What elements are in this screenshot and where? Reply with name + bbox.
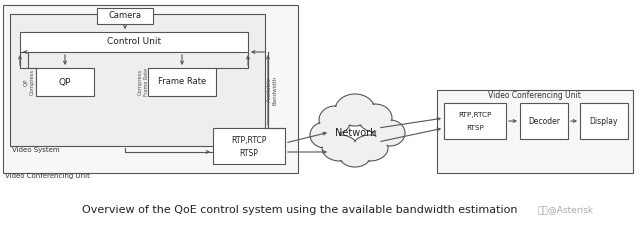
Ellipse shape [311,123,339,147]
Text: Available
Bandwidth: Available Bandwidth [267,75,277,105]
Text: Overview of the QoE control system using the available bandwidth estimation: Overview of the QoE control system using… [83,205,518,215]
Text: RTP,RTCP: RTP,RTCP [458,112,492,118]
Text: Video Conferencing Unit: Video Conferencing Unit [5,173,90,179]
Bar [20,32,248,52]
Text: RTSP: RTSP [466,125,484,131]
Text: Network: Network [335,128,376,138]
Text: QP: QP [59,77,71,87]
Bar [520,103,568,139]
Ellipse shape [340,144,370,166]
Ellipse shape [335,94,375,126]
Bar [36,68,94,96]
Text: Frame Rate: Frame Rate [158,77,206,87]
Bar [580,103,628,139]
Ellipse shape [310,122,340,148]
Text: Frame Rate: Frame Rate [143,68,148,96]
Text: Decoder: Decoder [528,117,560,125]
Text: Video Conferencing Unit: Video Conferencing Unit [488,91,580,100]
Ellipse shape [322,135,358,161]
Ellipse shape [339,143,371,167]
Ellipse shape [353,136,387,160]
Text: 头条@Asterisk: 头条@Asterisk [537,205,593,215]
Ellipse shape [352,135,388,161]
Ellipse shape [376,121,404,145]
Ellipse shape [320,107,350,133]
Text: RTP,RTCP: RTP,RTCP [231,135,267,145]
Bar [437,90,633,173]
Text: Video System: Video System [12,147,60,153]
Ellipse shape [375,120,405,146]
Ellipse shape [359,105,391,131]
Text: QP: QP [24,78,29,86]
Text: Control Unit: Control Unit [107,37,161,47]
Ellipse shape [358,104,392,132]
Text: Camera: Camera [109,11,141,21]
Bar [444,103,506,139]
Bar [213,128,285,164]
Bar [10,14,265,146]
Ellipse shape [336,95,374,125]
Text: Compress: Compress [138,69,143,95]
Text: RTSP: RTSP [239,149,259,157]
Text: Display: Display [589,117,618,125]
Ellipse shape [323,136,357,160]
Bar [148,68,216,96]
Text: Compress: Compress [29,69,35,95]
Bar [97,8,153,24]
Ellipse shape [319,106,351,134]
Bar [3,5,298,173]
